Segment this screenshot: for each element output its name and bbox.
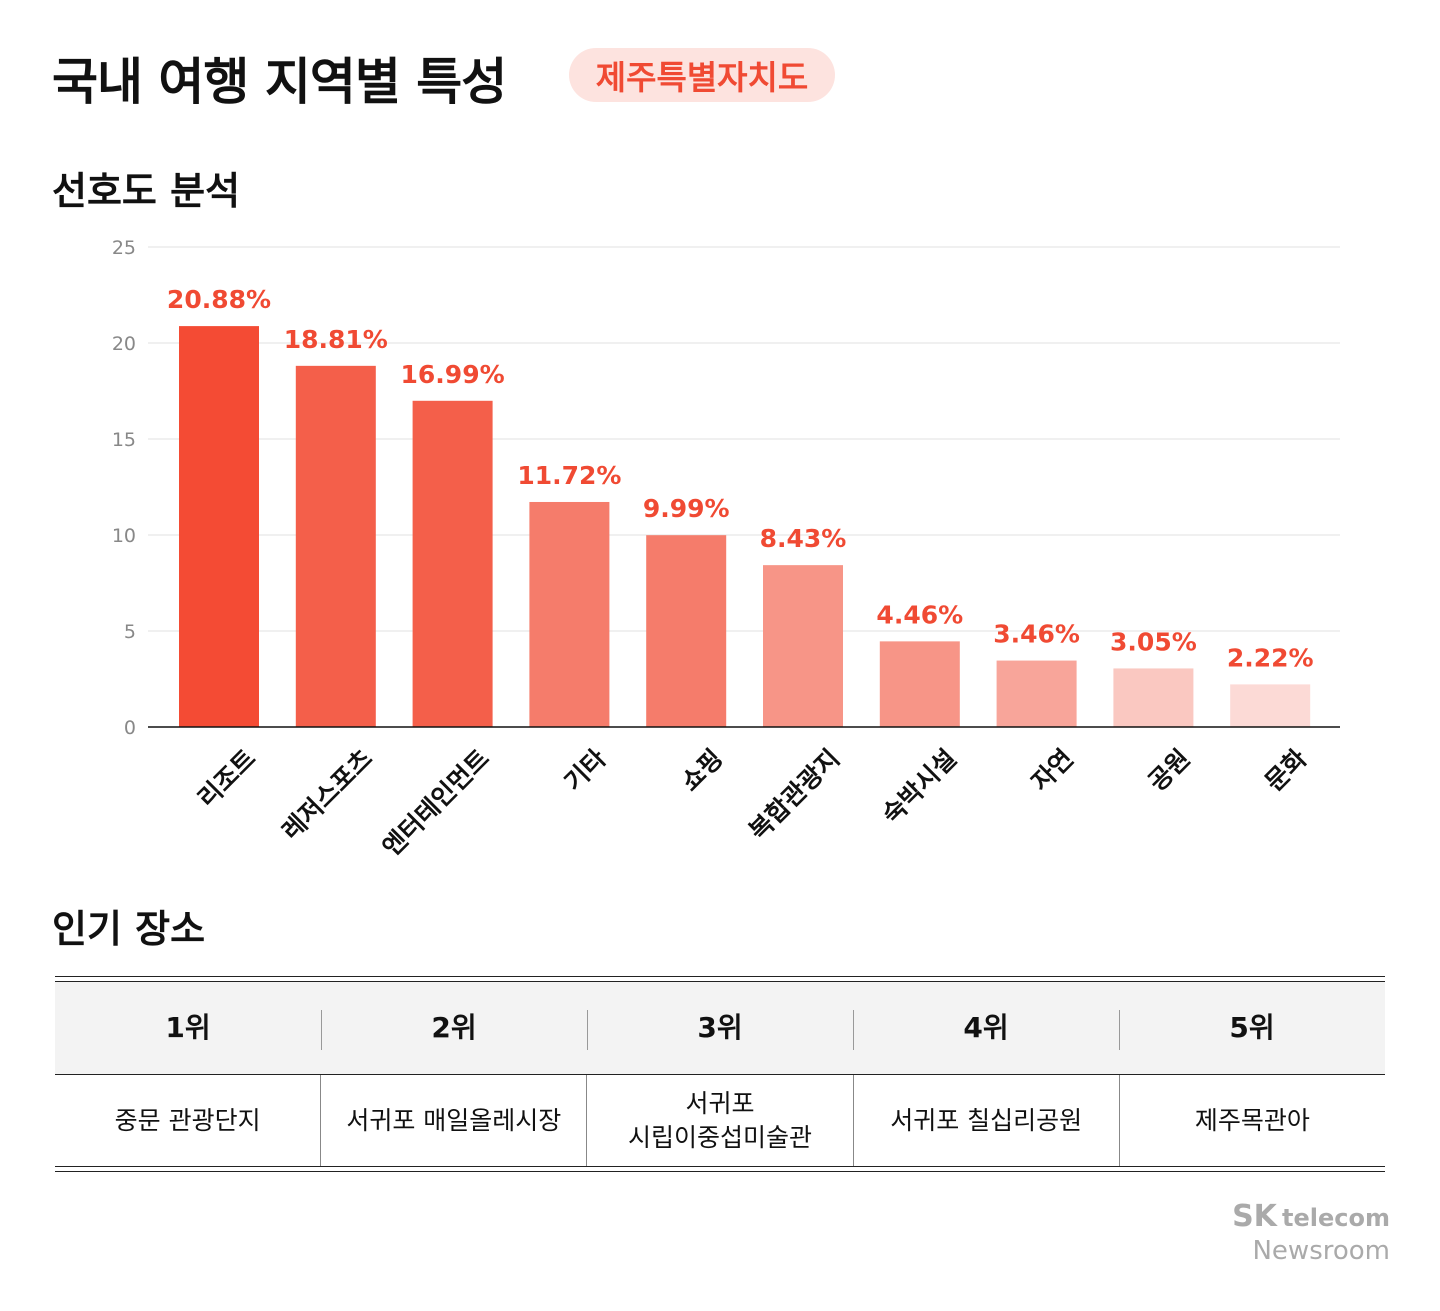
page-title: 국내 여행 지역별 특성 bbox=[52, 53, 507, 111]
y-tick-label: 10 bbox=[112, 525, 136, 547]
place-5: 제주목관아 bbox=[1118, 1075, 1385, 1166]
data-label: 3.05% bbox=[1110, 627, 1197, 656]
place-2: 서귀포 매일올레시장 bbox=[320, 1075, 586, 1166]
bar-레저스포츠 bbox=[295, 365, 376, 727]
bar-쇼핑 bbox=[646, 535, 727, 727]
place-1: 중문 관광단지 bbox=[114, 1105, 261, 1135]
bar-자연 bbox=[996, 660, 1077, 727]
x-tick-label: 리조트 bbox=[192, 744, 261, 813]
bar-엔터테인먼트 bbox=[412, 400, 493, 727]
y-tick-label: 0 bbox=[124, 717, 136, 739]
table-row: 중문 관광단지 서귀포 매일올레시장 서귀포 시립이중섭미술관 서귀포 칠십리공… bbox=[55, 1075, 1385, 1166]
sk-telecom-newsroom-logo: SK telecom Newsroom bbox=[1232, 1199, 1390, 1267]
data-label: 18.81% bbox=[284, 325, 388, 354]
x-tick-label: 자연 bbox=[1026, 744, 1079, 797]
data-label: 4.46% bbox=[876, 600, 963, 629]
bar-문화 bbox=[1230, 684, 1311, 727]
table-bottom-border bbox=[55, 1166, 1385, 1172]
y-tick-label: 15 bbox=[112, 429, 136, 451]
data-label: 9.99% bbox=[643, 494, 730, 523]
popular-places-table: 1위 2위 3위 4위 5위 중문 관광단지 서귀포 매일올레시장 서귀포 시립… bbox=[55, 976, 1385, 1172]
data-label: 3.46% bbox=[993, 620, 1080, 649]
x-tick-label: 엔터테인먼트 bbox=[377, 744, 495, 862]
place-4: 서귀포 칠십리공원 bbox=[852, 1075, 1119, 1166]
logo-product: Newsroom bbox=[1252, 1236, 1390, 1266]
header-rank-4: 4위 bbox=[853, 982, 1119, 1074]
bar-공원 bbox=[1113, 668, 1194, 727]
bar-숙박시설 bbox=[879, 641, 960, 727]
header-rank-2: 2위 bbox=[321, 982, 587, 1074]
section-title-popular: 인기 장소 bbox=[52, 907, 206, 951]
y-tick-label: 5 bbox=[124, 621, 136, 643]
x-tick-label: 레저스포츠 bbox=[276, 744, 378, 846]
logo-sub: telecom bbox=[1282, 1204, 1390, 1232]
x-tick-label: 쇼핑 bbox=[675, 744, 728, 797]
bar-복합관광지 bbox=[763, 565, 843, 727]
y-tick-label: 20 bbox=[112, 333, 136, 355]
table-top-border bbox=[55, 976, 1385, 982]
data-label: 16.99% bbox=[401, 360, 505, 389]
x-tick-label: 복합관광지 bbox=[743, 744, 845, 846]
place-3: 서귀포 시립이중섭미술관 bbox=[586, 1075, 852, 1166]
header-rank-1: 1위 bbox=[165, 1011, 211, 1044]
preference-bar-chart: 0 5 10 15 20 25 20.88% 리조트 18.81% 레저스포츠 16.99% 엔터테인… bbox=[112, 237, 1340, 862]
header-rank-5: 5위 bbox=[1119, 982, 1385, 1074]
data-label: 2.22% bbox=[1227, 643, 1314, 672]
data-label: 20.88% bbox=[167, 285, 271, 314]
x-tick-label: 기타 bbox=[559, 744, 612, 797]
header-rank-3: 3위 bbox=[587, 982, 853, 1074]
table-header-row: 1위 2위 3위 4위 5위 bbox=[55, 982, 1385, 1075]
data-label: 11.72% bbox=[517, 461, 621, 490]
x-tick-label: 공원 bbox=[1143, 744, 1196, 797]
logo-brand: SK bbox=[1232, 1199, 1277, 1234]
data-label: 8.43% bbox=[760, 524, 847, 553]
bar-기타 bbox=[529, 501, 610, 727]
x-tick-label: 숙박시설 bbox=[876, 744, 962, 830]
y-tick-label: 25 bbox=[112, 237, 136, 259]
section-title-preference: 선호도 분석 bbox=[52, 169, 241, 213]
x-tick-label: 문화 bbox=[1259, 744, 1312, 797]
bar-리조트 bbox=[179, 326, 259, 727]
region-badge: 제주특별자치도 bbox=[569, 48, 835, 102]
